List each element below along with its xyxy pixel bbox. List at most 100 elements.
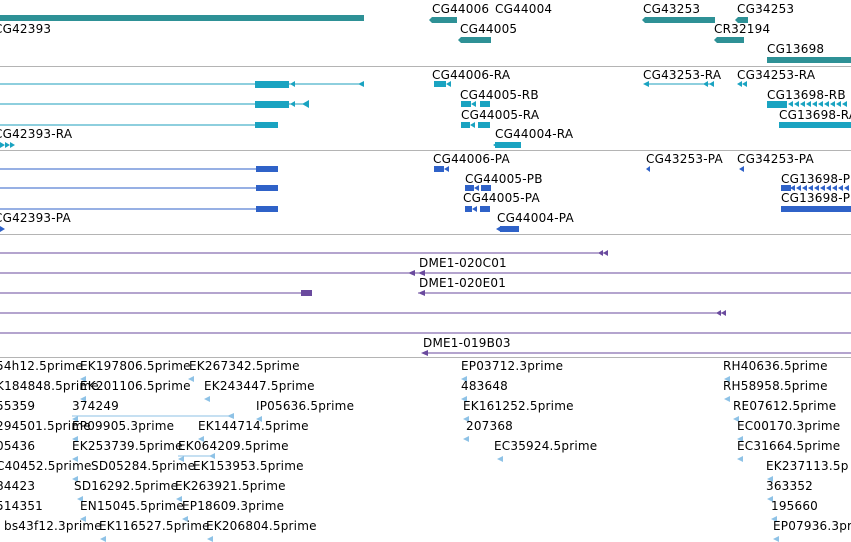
gene-label[interactable]: CG44006 <box>432 2 490 16</box>
gene-feature[interactable] <box>0 15 364 21</box>
gene-label[interactable]: CR32194 <box>714 22 771 36</box>
est-arrow[interactable] <box>72 456 78 462</box>
protein-exon[interactable] <box>465 206 472 212</box>
clone-end[interactable] <box>421 350 428 356</box>
est-arrow[interactable] <box>463 436 469 442</box>
protein-label[interactable]: CG44005-PB <box>465 172 543 186</box>
protein-label[interactable]: CG44004-PA <box>497 211 574 225</box>
gene-feature[interactable] <box>642 17 715 23</box>
est-label[interactable]: EC31664.5prime <box>737 439 841 453</box>
est-label[interactable]: K184848.5prime <box>0 379 99 393</box>
gene-feature[interactable] <box>714 37 744 43</box>
protein-label[interactable]: CG44006-PA <box>433 152 510 166</box>
est-label[interactable]: EK267342.5prime <box>189 359 300 373</box>
est-arrow[interactable] <box>461 396 467 402</box>
est-label[interactable]: 84423 <box>0 479 36 493</box>
protein-exon[interactable] <box>256 185 278 191</box>
est-arrow[interactable] <box>461 376 467 382</box>
clone-end[interactable] <box>301 290 312 296</box>
est-arrow[interactable] <box>733 416 739 422</box>
gene-feature[interactable] <box>429 17 457 23</box>
transcript-label[interactable]: CG34253-RA <box>737 68 816 82</box>
est-arrow[interactable] <box>724 396 730 402</box>
est-label[interactable]: SD16292.5prime <box>74 479 179 493</box>
est-label[interactable]: 195660 <box>771 499 819 513</box>
transcript-exon[interactable] <box>255 81 289 88</box>
est-arrow[interactable] <box>204 396 210 402</box>
est-label[interactable]: EK253739.5prime <box>72 439 183 453</box>
est-label[interactable]: EK116527.5prime <box>99 519 210 533</box>
est-label[interactable]: 55359 <box>0 399 36 413</box>
est-label[interactable]: SD05284.5prime <box>91 459 196 473</box>
gene-label[interactable]: CG34253 <box>737 2 795 16</box>
est-label[interactable]: EK243447.5prime <box>204 379 315 393</box>
est-label[interactable]: 54h12.5prime <box>0 359 83 373</box>
protein-exon[interactable] <box>256 206 278 212</box>
est-arrow[interactable] <box>80 376 86 382</box>
gene-feature[interactable] <box>735 17 748 23</box>
protein-label[interactable]: CG13698-P <box>781 191 851 205</box>
est-label[interactable]: RH58958.5prime <box>723 379 828 393</box>
gene-label[interactable]: CG13698 <box>767 42 825 56</box>
est-arrow[interactable] <box>188 376 194 382</box>
est-arrow[interactable] <box>256 416 262 422</box>
gene-label[interactable]: CG43253 <box>643 2 701 16</box>
est-label[interactable]: EK064209.5prime <box>178 439 289 453</box>
protein-exon[interactable] <box>781 206 851 212</box>
transcript-exon[interactable] <box>779 122 851 128</box>
transcript-exon[interactable] <box>461 101 471 107</box>
protein-exon[interactable] <box>465 185 474 191</box>
est-arrow[interactable] <box>737 456 743 462</box>
protein-label[interactable]: CG34253-PA <box>737 152 814 166</box>
est-arrow[interactable] <box>77 496 83 502</box>
est-arrow[interactable] <box>80 516 86 522</box>
transcript-label[interactable]: CG44005-RB <box>460 88 539 102</box>
gene-label[interactable]: CG44005 <box>460 22 518 36</box>
est-arrow[interactable] <box>771 516 777 522</box>
est-label[interactable]: RH40636.5prime <box>723 359 828 373</box>
est-label[interactable]: bs43f12.3prime <box>4 519 102 533</box>
transcript-exon[interactable] <box>255 101 289 108</box>
est-label[interactable]: EP18609.3prime <box>182 499 285 513</box>
gene-label[interactable]: CG44004 <box>495 2 553 16</box>
est-label[interactable]: 294501.5prime <box>0 419 91 433</box>
protein-label[interactable]: CG44005-PA <box>463 191 540 205</box>
est-label[interactable]: EK144714.5prime <box>198 419 309 433</box>
est-arrow[interactable] <box>497 456 503 462</box>
gene-feature[interactable] <box>767 57 851 63</box>
transcript-label[interactable]: CG13698-RB <box>767 88 846 102</box>
transcript-exon[interactable] <box>255 122 278 128</box>
est-label[interactable]: EC00170.3prime <box>737 419 841 433</box>
est-label[interactable]: 363352 <box>766 479 814 493</box>
est-label[interactable]: 514351 <box>0 499 44 513</box>
transcript-label[interactable]: CG13698-RA <box>779 108 851 122</box>
est-arrow[interactable] <box>198 436 204 442</box>
est-label[interactable]: 483648 <box>461 379 509 393</box>
gene-label[interactable]: CG42393 <box>0 22 52 36</box>
est-arrow[interactable] <box>737 436 743 442</box>
clone-label[interactable]: DME1-019B03 <box>423 336 511 350</box>
protein-label[interactable]: CG13698-P <box>781 172 851 186</box>
est-label[interactable]: C40452.5prime <box>0 459 92 473</box>
protein-label[interactable]: CG42393-PA <box>0 211 71 225</box>
est-label[interactable]: EK201106.5prime <box>80 379 191 393</box>
est-arrow[interactable] <box>463 416 469 422</box>
clone-end[interactable] <box>598 250 603 256</box>
est-label[interactable]: 207368 <box>466 419 514 433</box>
est-arrow[interactable] <box>773 536 779 542</box>
est-label[interactable]: 05436 <box>0 439 36 453</box>
est-arrow[interactable] <box>72 436 78 442</box>
clone-end[interactable] <box>408 270 415 276</box>
protein-exon[interactable] <box>434 166 444 172</box>
est-label[interactable]: EP03712.3prime <box>461 359 564 373</box>
est-label[interactable]: EK161252.5prime <box>463 399 574 413</box>
transcript-exon[interactable] <box>461 122 470 128</box>
transcript-exon[interactable] <box>495 142 521 148</box>
est-arrow[interactable] <box>178 456 184 462</box>
protein-exon[interactable] <box>781 185 791 191</box>
est-label[interactable]: EK263921.5prime <box>175 479 286 493</box>
est-label[interactable]: EN15045.5prime <box>80 499 184 513</box>
est-arrow[interactable] <box>80 396 86 402</box>
clone-label[interactable]: DME1-020C01 <box>419 256 507 270</box>
transcript-exon[interactable] <box>434 81 446 87</box>
